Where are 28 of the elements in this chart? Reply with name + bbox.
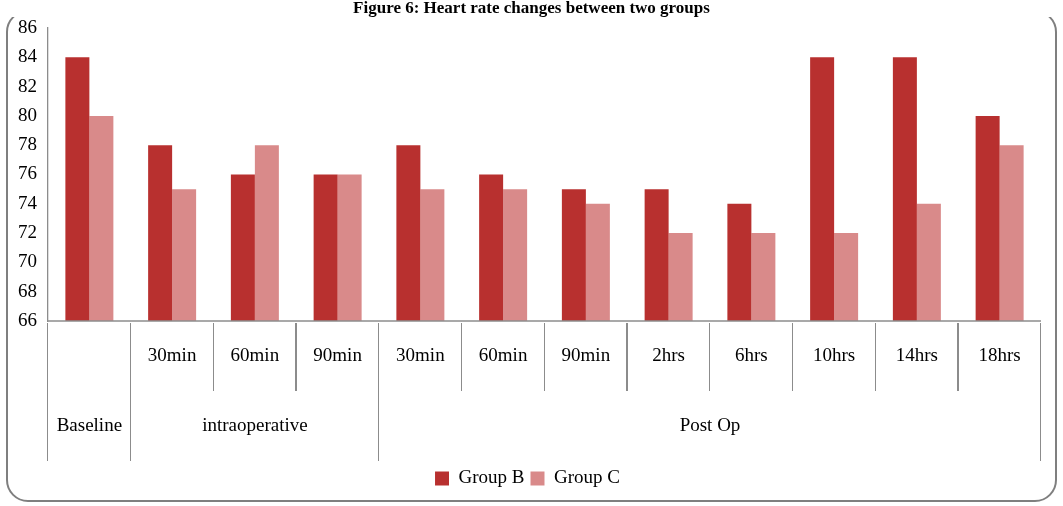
y-tick-label: 68: [18, 279, 37, 301]
x-tick-label: 90min: [313, 343, 363, 365]
y-tick-label: 66: [18, 308, 37, 330]
y-tick-label: 84: [18, 45, 38, 67]
x-tick-label: 30min: [396, 343, 446, 365]
x-tick-label: 60min: [478, 343, 528, 365]
y-tick-label: 74: [18, 191, 38, 213]
x-tick-label: 90min: [561, 343, 611, 365]
chart-title: Figure 6: Heart rate changes between two groups: [349, 0, 714, 17]
legend-label: Group C: [554, 466, 620, 488]
y-tick-label: 72: [18, 221, 37, 243]
x-tick-label: 10hrs: [813, 343, 856, 365]
text: intraoperative: [202, 413, 308, 435]
y-tick-label: 86: [18, 15, 37, 37]
x-tick-label: 30min: [147, 343, 197, 365]
x-tick-label: 60min: [230, 343, 280, 365]
x-tick-label: 2hrs: [652, 343, 685, 365]
y-tick-label: 70: [18, 250, 37, 272]
y-tick-label: 80: [18, 103, 37, 125]
x-tick-label: 14hrs: [895, 343, 938, 365]
legend-label: Group B: [458, 466, 525, 488]
y-tick-label: 76: [18, 162, 37, 184]
text: Post Op: [679, 413, 741, 435]
x-tick-label: 6hrs: [735, 343, 768, 365]
y-tick-label: 82: [18, 74, 37, 96]
text: Baseline: [56, 413, 123, 435]
y-tick-label: 78: [18, 133, 37, 155]
x-tick-label: 18hrs: [978, 343, 1021, 365]
